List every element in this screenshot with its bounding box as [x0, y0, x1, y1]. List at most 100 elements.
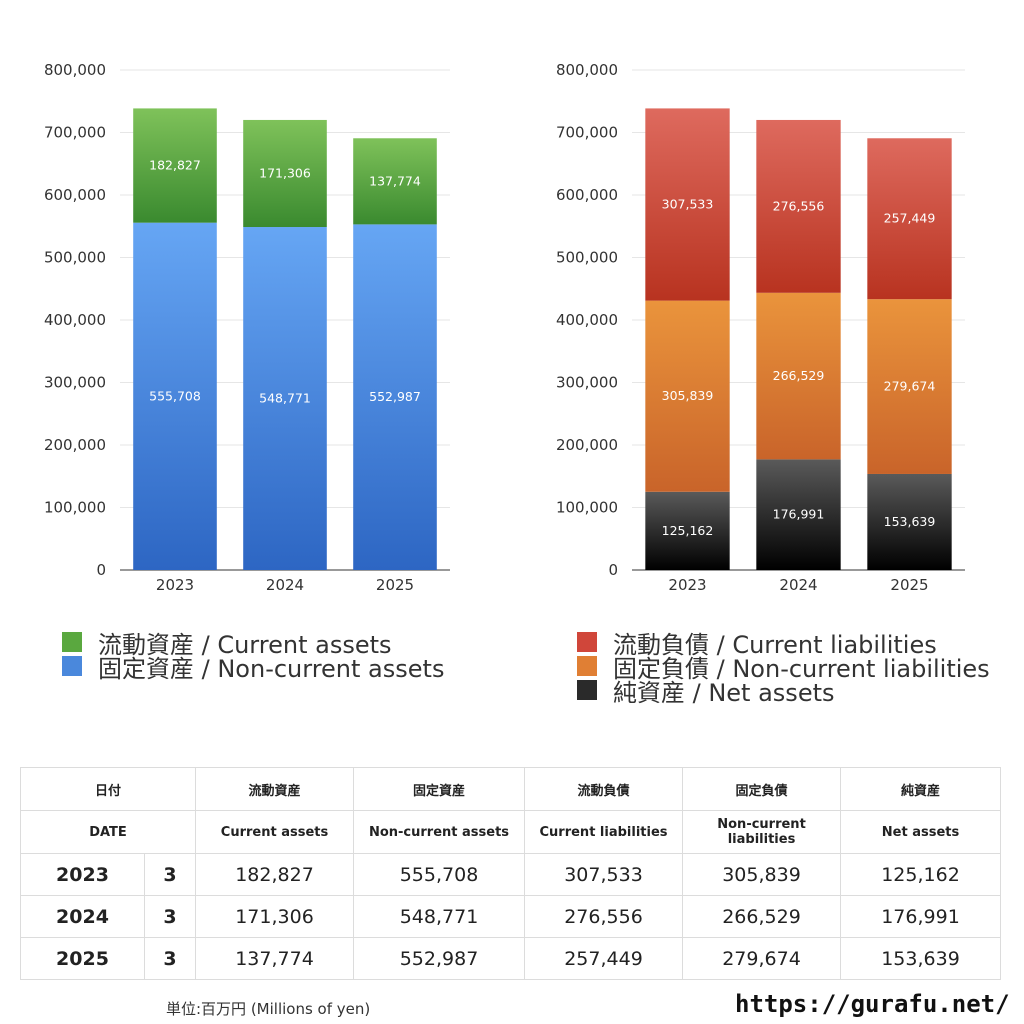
data-label: 257,449	[884, 211, 936, 226]
cell-value: 266,529	[682, 895, 842, 938]
data-table: 日付 流動資産 固定資産 流動負債 固定負債 純資産 DATE Current …	[19, 767, 1002, 980]
bar-segment	[645, 491, 730, 570]
data-label: 305,839	[662, 388, 714, 403]
liabilities-legend: 流動負債 / Current liabilities 固定負債 / Non-cu…	[577, 630, 990, 707]
y-tick-label: 200,000	[44, 436, 106, 454]
legend-label: 純資産 / Net assets	[613, 678, 835, 707]
site-url-link[interactable]: https://gurafu.net/	[735, 990, 1010, 1018]
data-label: 125,162	[662, 523, 714, 538]
y-tick-label: 0	[608, 561, 618, 579]
bar-segment	[867, 299, 952, 474]
data-label: 266,529	[773, 368, 825, 383]
row-month: 3	[143, 937, 197, 980]
x-tick-label: 2024	[779, 576, 817, 594]
legend-swatch	[577, 632, 597, 652]
legend-item-non-current-assets: 固定資産 / Non-current assets	[62, 654, 444, 683]
data-label: 307,533	[662, 197, 714, 212]
x-tick-label: 2023	[156, 576, 194, 594]
y-tick-label: 100,000	[44, 499, 106, 517]
cell-value: 305,839	[682, 853, 842, 896]
legend-item-net-assets: 純資産 / Net assets	[577, 678, 990, 707]
header-current-assets-en: Current assets	[195, 810, 355, 854]
cell-value: 552,987	[353, 937, 526, 980]
legend-swatch	[62, 656, 82, 676]
bar-segment	[756, 292, 841, 460]
y-tick-label: 300,000	[44, 374, 106, 392]
legend-swatch	[577, 680, 597, 700]
table-header-en: DATE Current assets Non-current assets C…	[19, 810, 1002, 854]
table-row: 2023 3 182,827 555,708 307,533 305,839 1…	[20, 853, 1002, 896]
y-tick-label: 200,000	[556, 436, 618, 454]
legend-swatch	[62, 632, 82, 652]
header-net-assets-en: Net assets	[840, 810, 1002, 854]
cell-value: 276,556	[524, 895, 684, 938]
data-label: 137,774	[369, 173, 421, 188]
header-current-liabilities-en: Current liabilities	[524, 810, 684, 854]
row-month: 3	[143, 895, 197, 938]
header-non-current-assets-en: Non-current assets	[353, 810, 526, 854]
y-tick-label: 500,000	[44, 249, 106, 267]
header-non-current-liabilities-ja: 固定負債	[682, 767, 842, 811]
bar-segment	[243, 119, 327, 228]
data-label: 171,306	[259, 165, 311, 180]
header-net-assets-ja: 純資産	[840, 767, 1002, 811]
y-tick-label: 400,000	[556, 311, 618, 329]
y-tick-label: 800,000	[556, 61, 618, 79]
assets-chart: 0 100,000 200,000 300,000 400,000 500,000 600,…	[44, 61, 450, 594]
legend-label: 固定資産 / Non-current assets	[98, 654, 445, 683]
x-tick-label: 2023	[668, 576, 706, 594]
data-label: 153,639	[884, 514, 936, 529]
cell-value: 257,449	[524, 937, 684, 980]
header-date-ja: 日付	[19, 767, 197, 811]
legend-swatch	[577, 656, 597, 676]
unit-note: 単位:百万円 (Millions of yen)	[166, 1000, 371, 1018]
bar-segment	[867, 473, 952, 570]
legend-item-current-liabilities: 流動負債 / Current liabilities	[577, 630, 990, 659]
data-label: 552,987	[369, 389, 421, 404]
header-current-liabilities-ja: 流動負債	[524, 767, 684, 811]
y-tick-label: 500,000	[556, 249, 618, 267]
y-tick-label: 800,000	[44, 61, 106, 79]
cell-value: 176,991	[840, 895, 1002, 938]
data-label: 279,674	[884, 379, 936, 394]
bar-segment	[133, 222, 217, 570]
cell-value: 171,306	[195, 895, 355, 938]
x-tick-label: 2024	[266, 576, 304, 594]
liabilities-chart: 0 100,000 200,000 300,000 400,000 500,000 600,…	[556, 61, 965, 594]
table-row: 2024 3 171,306 548,771 276,556 266,529 1…	[20, 895, 1002, 938]
y-tick-label: 600,000	[44, 186, 106, 204]
data-label: 548,771	[259, 391, 311, 406]
cell-value: 279,674	[682, 937, 842, 980]
bar-segment	[243, 227, 327, 570]
bar-segment	[645, 300, 730, 492]
bar-segment	[645, 108, 730, 301]
legend-item-non-current-liabilities: 固定負債 / Non-current liabilities	[577, 654, 990, 683]
x-tick-label: 2025	[890, 576, 928, 594]
x-tick-label: 2025	[376, 576, 414, 594]
cell-value: 137,774	[195, 937, 355, 980]
row-year: 2025	[20, 937, 145, 980]
bar-segment	[756, 119, 841, 293]
bar-segment	[353, 224, 437, 570]
y-tick-label: 700,000	[44, 124, 106, 142]
legend-label: 固定負債 / Non-current liabilities	[613, 654, 990, 683]
header-date-en: DATE	[19, 810, 197, 854]
table-header-ja: 日付 流動資産 固定資産 流動負債 固定負債 純資産	[19, 767, 1002, 811]
table-row: 2025 3 137,774 552,987 257,449 279,674 1…	[20, 937, 1002, 980]
y-tick-label: 100,000	[556, 499, 618, 517]
data-label: 276,556	[773, 198, 825, 213]
cell-value: 125,162	[840, 853, 1002, 896]
row-year: 2024	[20, 895, 145, 938]
cell-value: 307,533	[524, 853, 684, 896]
bar-segment	[867, 138, 952, 300]
y-tick-label: 700,000	[556, 124, 618, 142]
bar-segment	[353, 138, 437, 225]
bar-segment	[756, 459, 841, 570]
row-month: 3	[143, 853, 197, 896]
y-tick-label: 0	[96, 561, 106, 579]
data-label: 182,827	[149, 158, 201, 173]
row-year: 2023	[20, 853, 145, 896]
data-label: 555,708	[149, 388, 201, 403]
cell-value: 548,771	[353, 895, 526, 938]
y-tick-label: 400,000	[44, 311, 106, 329]
